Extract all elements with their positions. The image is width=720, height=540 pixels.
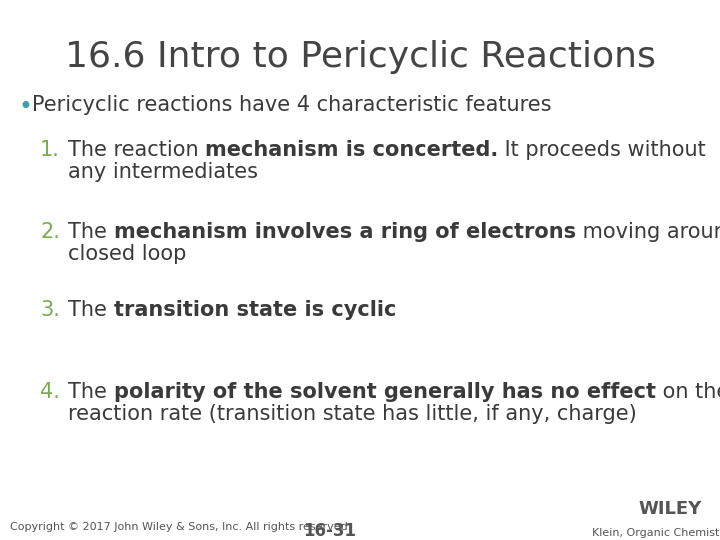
Text: 16-31: 16-31 bbox=[304, 522, 356, 540]
Text: WILEY: WILEY bbox=[639, 500, 701, 518]
Text: moving around a: moving around a bbox=[575, 222, 720, 242]
Text: Copyright © 2017 John Wiley & Sons, Inc. All rights reserved.: Copyright © 2017 John Wiley & Sons, Inc.… bbox=[10, 522, 351, 532]
Text: The: The bbox=[68, 222, 114, 242]
Text: The reaction: The reaction bbox=[68, 140, 205, 160]
Text: mechanism is concerted.: mechanism is concerted. bbox=[205, 140, 498, 160]
Text: on the: on the bbox=[655, 382, 720, 402]
Text: transition state is cyclic: transition state is cyclic bbox=[114, 300, 396, 320]
Text: 3.: 3. bbox=[40, 300, 60, 320]
Text: •: • bbox=[18, 95, 32, 119]
Text: mechanism involves a ring of electrons: mechanism involves a ring of electrons bbox=[114, 222, 575, 242]
Text: closed loop: closed loop bbox=[68, 244, 186, 264]
Text: The: The bbox=[68, 382, 114, 402]
Text: 2.: 2. bbox=[40, 222, 60, 242]
Text: It proceeds without: It proceeds without bbox=[498, 140, 706, 160]
Text: Klein, Organic Chemistry 3e: Klein, Organic Chemistry 3e bbox=[592, 528, 720, 538]
Text: any intermediates: any intermediates bbox=[68, 162, 258, 182]
Text: The: The bbox=[68, 300, 114, 320]
Text: reaction rate (transition state has little, if any, charge): reaction rate (transition state has litt… bbox=[68, 404, 636, 424]
Text: Pericyclic reactions have 4 characteristic features: Pericyclic reactions have 4 characterist… bbox=[32, 95, 552, 115]
Text: polarity of the solvent generally has no effect: polarity of the solvent generally has no… bbox=[114, 382, 655, 402]
Text: 4.: 4. bbox=[40, 382, 60, 402]
Text: 16.6 Intro to Pericyclic Reactions: 16.6 Intro to Pericyclic Reactions bbox=[65, 40, 655, 74]
Text: 1.: 1. bbox=[40, 140, 60, 160]
